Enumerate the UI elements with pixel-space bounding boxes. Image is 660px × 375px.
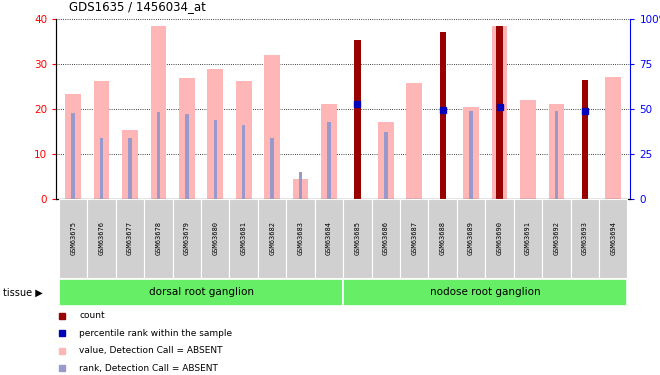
Bar — [264, 55, 280, 199]
Bar — [372, 199, 400, 278]
Bar — [343, 199, 372, 278]
Bar — [554, 111, 558, 199]
Text: nodose root ganglion: nodose root ganglion — [430, 287, 541, 297]
Bar — [179, 78, 195, 199]
Text: GSM63687: GSM63687 — [411, 221, 417, 255]
Text: GSM63693: GSM63693 — [582, 221, 588, 255]
Bar — [258, 199, 286, 278]
Text: dorsal root ganglion: dorsal root ganglion — [148, 287, 253, 297]
Bar — [599, 199, 628, 278]
Text: GSM63675: GSM63675 — [70, 221, 76, 255]
Bar — [605, 77, 621, 199]
Text: count: count — [79, 311, 105, 320]
Bar — [354, 40, 360, 199]
Bar — [343, 279, 628, 306]
Bar — [498, 106, 501, 199]
Bar — [542, 199, 571, 278]
Bar — [440, 32, 446, 199]
Bar — [407, 82, 422, 199]
Text: GSM63689: GSM63689 — [468, 221, 474, 255]
Text: percentile rank within the sample: percentile rank within the sample — [79, 328, 232, 338]
Bar — [485, 199, 513, 278]
Text: value, Detection Call = ABSENT: value, Detection Call = ABSENT — [79, 346, 222, 355]
Bar — [242, 124, 246, 199]
Bar — [548, 104, 564, 199]
Text: GSM63692: GSM63692 — [553, 221, 560, 255]
Bar — [384, 132, 387, 199]
Bar — [299, 172, 302, 199]
Bar — [327, 122, 331, 199]
Bar — [59, 279, 343, 306]
Bar — [185, 114, 189, 199]
Bar — [315, 199, 343, 278]
Bar — [122, 130, 138, 199]
Bar — [293, 178, 308, 199]
Bar — [321, 104, 337, 199]
Bar — [71, 113, 75, 199]
Bar — [128, 138, 132, 199]
Bar — [271, 138, 274, 199]
Text: GSM63694: GSM63694 — [610, 221, 616, 255]
Bar — [496, 26, 503, 199]
Bar — [173, 199, 201, 278]
Text: GSM63686: GSM63686 — [383, 221, 389, 255]
Bar — [581, 80, 588, 199]
Bar — [87, 199, 116, 278]
Text: GSM63685: GSM63685 — [354, 221, 360, 255]
Text: GSM63688: GSM63688 — [440, 221, 446, 255]
Bar — [145, 199, 173, 278]
Bar — [150, 26, 166, 199]
Bar — [94, 81, 110, 199]
Bar — [115, 199, 145, 278]
Text: GSM63681: GSM63681 — [241, 221, 247, 255]
Bar — [230, 199, 258, 278]
Bar — [65, 94, 81, 199]
Bar — [207, 69, 223, 199]
Bar — [492, 26, 508, 199]
Text: GSM63682: GSM63682 — [269, 221, 275, 255]
Text: GDS1635 / 1456034_at: GDS1635 / 1456034_at — [69, 0, 206, 13]
Text: GSM63690: GSM63690 — [496, 221, 502, 255]
Bar — [428, 199, 457, 278]
Bar — [201, 199, 230, 278]
Text: GSM63678: GSM63678 — [156, 221, 162, 255]
Text: GSM63684: GSM63684 — [326, 221, 332, 255]
Text: GSM63679: GSM63679 — [184, 221, 190, 255]
Bar — [571, 199, 599, 278]
Bar — [520, 100, 536, 199]
Bar — [214, 120, 217, 199]
Text: GSM63677: GSM63677 — [127, 221, 133, 255]
Bar — [100, 138, 103, 199]
Bar — [59, 199, 87, 278]
Bar — [286, 199, 315, 278]
Bar — [236, 81, 251, 199]
Bar — [457, 199, 485, 278]
Text: GSM63691: GSM63691 — [525, 221, 531, 255]
Text: GSM63683: GSM63683 — [298, 221, 304, 255]
Text: GSM63676: GSM63676 — [98, 221, 104, 255]
Bar — [400, 199, 428, 278]
Bar — [513, 199, 542, 278]
Bar — [378, 122, 393, 199]
Text: tissue ▶: tissue ▶ — [3, 288, 43, 297]
Text: rank, Detection Call = ABSENT: rank, Detection Call = ABSENT — [79, 364, 218, 373]
Bar — [469, 111, 473, 199]
Text: GSM63680: GSM63680 — [213, 221, 218, 255]
Bar — [156, 112, 160, 199]
Bar — [463, 106, 479, 199]
